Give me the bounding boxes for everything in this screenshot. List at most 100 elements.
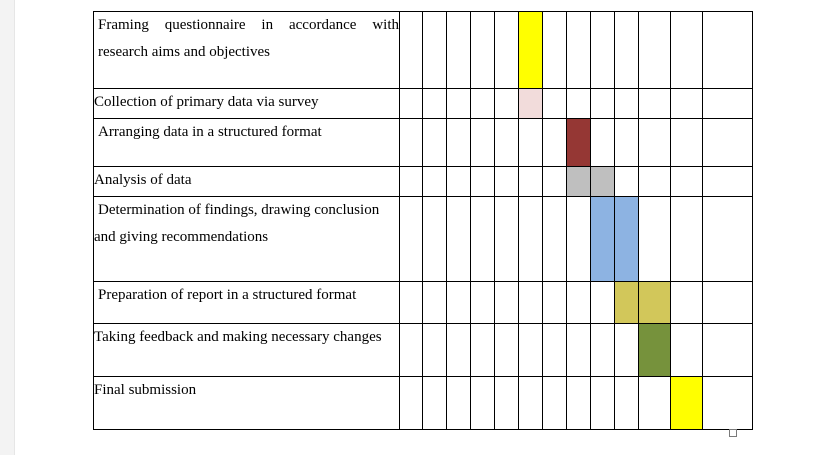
task-label: Taking feedback and making necessary cha… <box>94 329 382 345</box>
timeline-cell <box>670 88 703 119</box>
task-cell: Arranging data in a structured format <box>93 118 400 167</box>
timeline-cell <box>702 166 753 197</box>
timeline-cell <box>702 88 753 119</box>
timeline-cell <box>614 118 639 167</box>
timeline-cell <box>494 376 519 430</box>
timeline-cell <box>670 166 703 197</box>
timeline-cell <box>542 11 567 89</box>
timeline-cell <box>542 118 567 167</box>
timeline-cell <box>566 196 591 282</box>
timeline-cell <box>422 281 447 324</box>
timeline-cell <box>494 281 519 324</box>
table-resize-handle[interactable] <box>729 429 737 437</box>
timeline-cell <box>542 281 567 324</box>
timeline-bar-cell <box>566 118 591 167</box>
timeline-cell <box>638 118 671 167</box>
timeline-cell <box>638 166 671 197</box>
timeline-cell <box>566 323 591 377</box>
timeline-cell <box>494 323 519 377</box>
timeline-cell <box>494 11 519 89</box>
timeline-cell <box>670 118 703 167</box>
timeline-cell <box>590 11 615 89</box>
task-cell: Framing questionnaire in accordance with… <box>93 11 400 89</box>
timeline-cell <box>518 118 543 167</box>
timeline-cell <box>422 323 447 377</box>
gantt-row: Collection of primary data via survey <box>93 88 753 119</box>
timeline-cell <box>638 196 671 282</box>
timeline-cell <box>446 118 471 167</box>
timeline-cell <box>494 196 519 282</box>
task-label: Arranging data in a structured format <box>98 124 322 140</box>
timeline-cell <box>518 376 543 430</box>
timeline-cell <box>494 88 519 119</box>
timeline-cell <box>614 11 639 89</box>
timeline-cell <box>446 323 471 377</box>
task-label: Determination of findings, drawing concl… <box>94 202 380 245</box>
timeline-bar-cell <box>566 166 591 197</box>
timeline-cell <box>399 166 423 197</box>
task-cell: Determination of findings, drawing concl… <box>93 196 400 282</box>
timeline-cell <box>422 166 447 197</box>
timeline-cell <box>494 166 519 197</box>
timeline-cell <box>542 196 567 282</box>
task-label: Analysis of data <box>94 172 192 188</box>
task-cell: Preparation of report in a structured fo… <box>93 281 400 324</box>
task-cell: Final submission <box>93 376 400 430</box>
timeline-cell <box>566 88 591 119</box>
timeline-cell <box>399 376 423 430</box>
timeline-cell <box>542 166 567 197</box>
timeline-cell <box>470 281 495 324</box>
gantt-table: Framing questionnaire in accordance with… <box>93 11 753 430</box>
timeline-cell <box>590 118 615 167</box>
task-label: Preparation of report in a structured fo… <box>98 287 357 303</box>
task-label: Final submission <box>94 382 197 398</box>
gantt-row: Preparation of report in a structured fo… <box>93 281 753 324</box>
gantt-row: Arranging data in a structured format <box>93 118 753 167</box>
timeline-cell <box>399 88 423 119</box>
timeline-cell <box>590 376 615 430</box>
timeline-cell <box>614 323 639 377</box>
task-label: Framing questionnaire in accordance with… <box>98 17 399 60</box>
timeline-bar-cell <box>670 376 703 430</box>
timeline-cell <box>670 11 703 89</box>
timeline-bar-cell <box>614 281 639 324</box>
timeline-bar-cell <box>590 196 615 282</box>
timeline-bar-cell <box>590 166 615 197</box>
timeline-cell <box>399 11 423 89</box>
timeline-cell <box>422 88 447 119</box>
timeline-cell <box>422 196 447 282</box>
timeline-cell <box>446 196 471 282</box>
timeline-cell <box>494 118 519 167</box>
timeline-cell <box>470 118 495 167</box>
timeline-cell <box>566 376 591 430</box>
timeline-cell <box>422 376 447 430</box>
timeline-cell <box>614 376 639 430</box>
timeline-cell <box>566 11 591 89</box>
timeline-cell <box>470 88 495 119</box>
timeline-cell <box>542 323 567 377</box>
timeline-cell <box>518 166 543 197</box>
timeline-cell <box>446 11 471 89</box>
timeline-cell <box>702 196 753 282</box>
gantt-row: Final submission <box>93 376 753 430</box>
timeline-cell <box>399 118 423 167</box>
timeline-cell <box>446 166 471 197</box>
timeline-cell <box>702 323 753 377</box>
timeline-cell <box>614 166 639 197</box>
task-cell: Collection of primary data via survey <box>93 88 400 119</box>
timeline-cell <box>422 11 447 89</box>
timeline-cell <box>614 88 639 119</box>
gantt-body: Framing questionnaire in accordance with… <box>93 11 753 430</box>
timeline-cell <box>399 323 423 377</box>
timeline-cell <box>446 281 471 324</box>
timeline-bar-cell <box>518 88 543 119</box>
timeline-cell <box>638 376 671 430</box>
timeline-cell <box>399 281 423 324</box>
timeline-cell <box>590 323 615 377</box>
timeline-cell <box>702 118 753 167</box>
timeline-cell <box>470 166 495 197</box>
timeline-cell <box>422 118 447 167</box>
timeline-cell <box>518 323 543 377</box>
timeline-cell <box>399 196 423 282</box>
gantt-row: Taking feedback and making necessary cha… <box>93 323 753 377</box>
